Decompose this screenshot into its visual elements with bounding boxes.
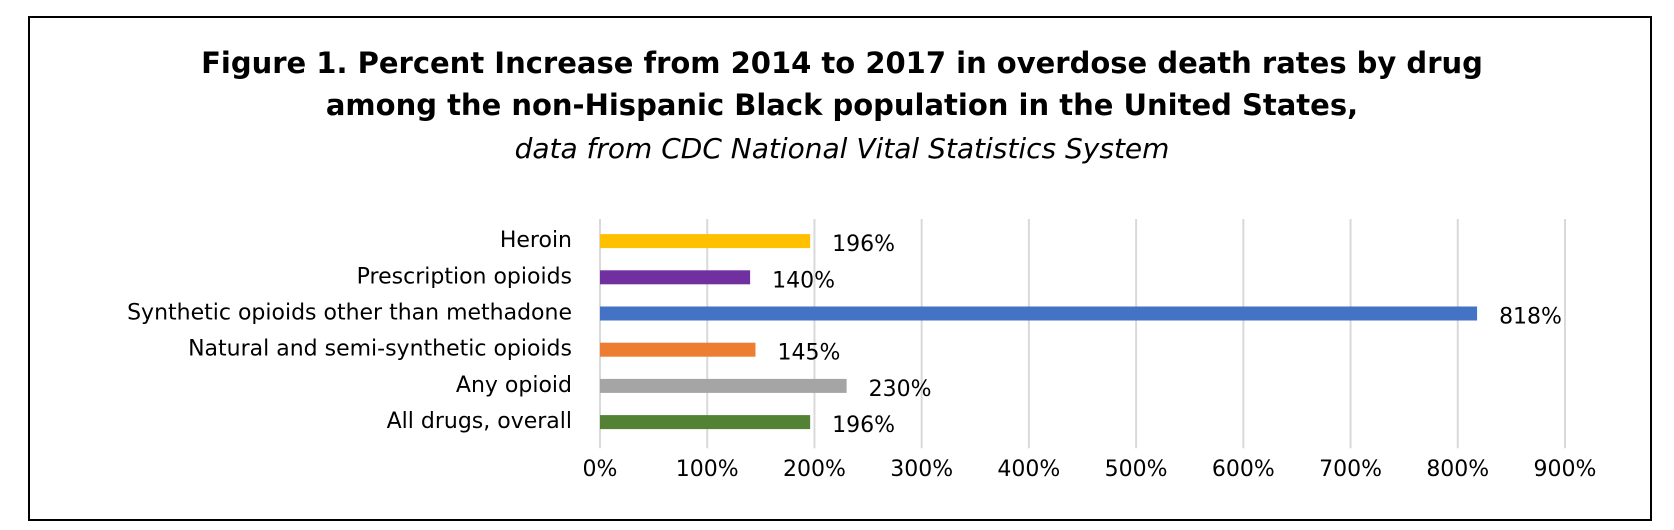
x-tick-label: 400% (997, 457, 1060, 482)
x-tick-label: 200% (783, 457, 846, 482)
bar (600, 378, 847, 393)
bar (600, 342, 756, 357)
category-label: All drugs, overall (387, 409, 572, 434)
data-label: 196% (832, 413, 895, 438)
data-label: 145% (777, 341, 840, 366)
chart-subtitle: data from CDC National Vital Statistics … (514, 132, 1170, 165)
x-tick-label: 900% (1534, 457, 1597, 482)
data-label: 196% (832, 232, 895, 257)
bar (600, 270, 751, 285)
bar (600, 306, 1478, 321)
chart-title-line-2: among the non-Hispanic Black population … (325, 88, 1359, 122)
category-label: Heroin (500, 228, 572, 253)
labels: 0% 100% 200% 300% 400% 500% 600% 700% 800% 900% He… (127, 228, 1596, 482)
bar (600, 234, 811, 249)
data-label: 230% (869, 377, 932, 402)
x-tick-label: 700% (1319, 457, 1382, 482)
category-label: Synthetic opioids other than methadone (127, 301, 572, 326)
chart-title-line-1: Figure 1. Percent Increase from 2014 to … (201, 46, 1483, 80)
chart-frame: Figure 1. Percent Increase from 2014 to … (28, 16, 1652, 521)
category-label: Natural and semi-synthetic opioids (188, 337, 572, 362)
gridlines (599, 219, 1566, 449)
data-label: 140% (772, 268, 835, 293)
category-label: Prescription opioids (357, 264, 572, 289)
bar-chart: 0% 100% 200% 300% 400% 500% 600% 700% 800% 900% He… (127, 219, 1596, 482)
bars (600, 234, 1478, 430)
data-label: 818% (1499, 305, 1562, 330)
x-tick-label: 600% (1212, 457, 1275, 482)
bar (600, 415, 811, 430)
x-tick-label: 100% (676, 457, 739, 482)
x-tick-label: 500% (1105, 457, 1168, 482)
x-tick-label: 300% (890, 457, 953, 482)
x-tick-label: 800% (1426, 457, 1489, 482)
category-label: Any opioid (456, 373, 572, 398)
x-tick-label: 0% (583, 457, 618, 482)
